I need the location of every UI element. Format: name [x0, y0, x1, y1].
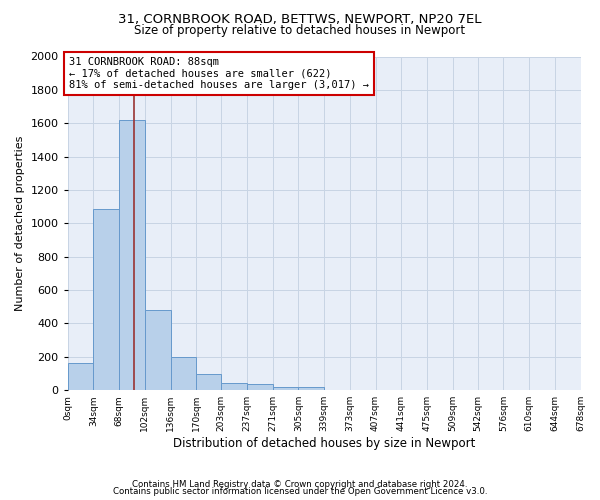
Bar [94, 209, 119, 390]
Bar [272, 386, 298, 390]
Bar [68, 362, 94, 390]
Text: 31 CORNBROOK ROAD: 88sqm
← 17% of detached houses are smaller (622)
81% of semi-: 31 CORNBROOK ROAD: 88sqm ← 17% of detach… [69, 57, 369, 90]
Bar [196, 374, 221, 390]
Text: Size of property relative to detached houses in Newport: Size of property relative to detached ho… [134, 24, 466, 37]
Bar [145, 310, 170, 390]
Bar [298, 387, 324, 390]
X-axis label: Distribution of detached houses by size in Newport: Distribution of detached houses by size … [173, 437, 475, 450]
Bar [170, 357, 196, 390]
Y-axis label: Number of detached properties: Number of detached properties [15, 136, 25, 311]
Text: Contains HM Land Registry data © Crown copyright and database right 2024.: Contains HM Land Registry data © Crown c… [132, 480, 468, 489]
Text: Contains public sector information licensed under the Open Government Licence v3: Contains public sector information licen… [113, 487, 487, 496]
Bar [247, 384, 272, 390]
Bar [221, 382, 247, 390]
Text: 31, CORNBROOK ROAD, BETTWS, NEWPORT, NP20 7EL: 31, CORNBROOK ROAD, BETTWS, NEWPORT, NP2… [118, 12, 482, 26]
Bar [119, 120, 145, 390]
